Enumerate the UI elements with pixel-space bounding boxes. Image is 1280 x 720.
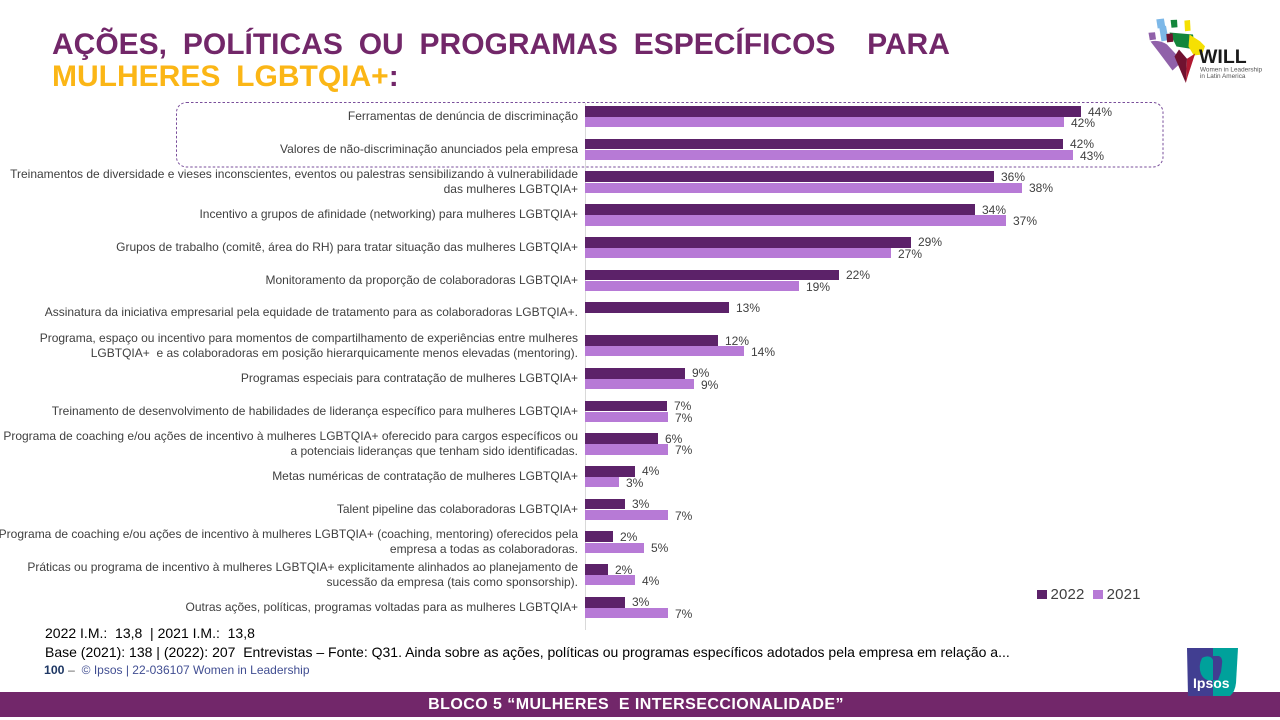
svg-text:in Latin America: in Latin America — [1200, 73, 1246, 80]
svg-text:Women in Leadership: Women in Leadership — [1200, 67, 1262, 74]
svg-text:WILL: WILL — [1199, 46, 1247, 68]
svg-text:Ipsos: Ipsos — [1193, 675, 1230, 691]
